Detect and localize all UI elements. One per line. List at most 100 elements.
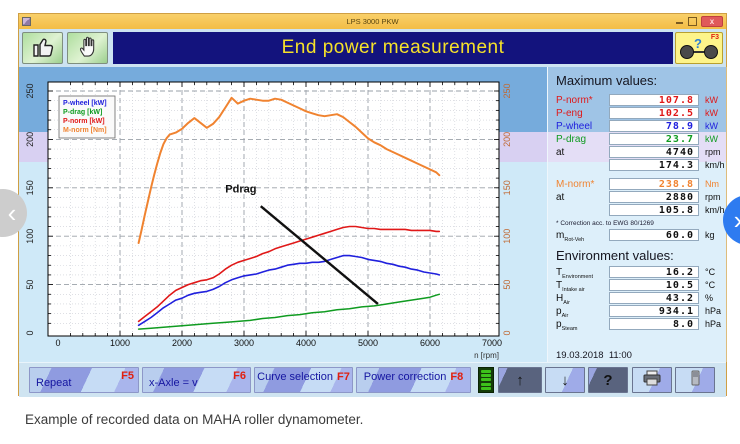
value-row: M-norm* 238.8 Nm: [548, 178, 728, 192]
printer-icon: [642, 370, 662, 391]
svg-text:100: 100: [25, 229, 35, 244]
repeat-button[interactable]: Repeat F5: [29, 367, 139, 393]
svg-text:P-norm [kW]: P-norm [kW]: [63, 118, 105, 125]
max-values-title: Maximum values:: [556, 73, 658, 88]
value-unit: kW: [705, 95, 718, 105]
maximize-button[interactable]: [688, 17, 697, 26]
value-unit: °C: [705, 267, 716, 277]
value-unit: Nm: [705, 179, 719, 189]
x-axle-button[interactable]: x-Axle = v F6: [142, 367, 251, 393]
value-display: 102.5: [609, 107, 699, 119]
arrow-up-icon: ↑: [516, 371, 524, 389]
value-unit: rpm: [705, 192, 721, 202]
button-label: x-Axle = v: [149, 377, 198, 389]
app-icon: [22, 17, 31, 26]
svg-text:P-wheel [kW]: P-wheel [kW]: [63, 100, 107, 107]
svg-text:M-norm [Nm]: M-norm [Nm]: [63, 127, 107, 134]
value-display: 174.3: [609, 159, 699, 171]
svg-text:150: 150: [502, 180, 512, 195]
svg-text:4000: 4000: [296, 338, 316, 348]
environment-values-title: Environment values:: [556, 248, 674, 263]
correction-note: * Correction acc. to EWG 80/1269: [556, 220, 654, 227]
print-button[interactable]: [632, 367, 672, 393]
svg-text:Pdrag: Pdrag: [225, 184, 256, 196]
value-display: 934.1: [609, 305, 699, 317]
approve-button[interactable]: [22, 32, 63, 64]
value-label-subscript: Air: [561, 313, 569, 319]
value-row: P-eng 102.5 kW: [548, 107, 728, 121]
svg-text:n [rpm]: n [rpm]: [474, 351, 499, 360]
value-label-subscript: Air: [563, 300, 570, 306]
scroll-up-button[interactable]: ↑: [498, 367, 542, 393]
value-unit: km/h: [705, 160, 725, 170]
carousel-next-button[interactable]: ›: [723, 195, 740, 245]
dyno-chart: 0 1000 2000 3000 4000 5000 6000 700005010015020…: [25, 81, 512, 360]
battery-segment: [481, 370, 491, 374]
value-label: P-drag: [556, 134, 587, 145]
curve-selection-button[interactable]: Curve selection F7: [254, 367, 353, 393]
value-label-subscript: Steam: [561, 326, 578, 332]
stop-button[interactable]: [67, 32, 108, 64]
value-label: HAir: [556, 293, 570, 306]
battery-segment: [481, 382, 491, 386]
value-unit: hPa: [705, 319, 722, 329]
svg-text:50: 50: [502, 280, 512, 290]
svg-text:150: 150: [25, 180, 35, 195]
value-row: P-wheel 78.9 kW: [548, 120, 728, 134]
value-label: at: [556, 192, 565, 203]
value-unit: kW: [705, 134, 718, 144]
button-label: Repeat: [36, 377, 72, 389]
button-label: Curve selection: [257, 371, 333, 383]
page-title-banner: End power measurement: [113, 32, 673, 64]
value-row: at 2880 rpm: [548, 191, 728, 205]
power-correction-button[interactable]: Power correction F8: [356, 367, 471, 393]
svg-text:100: 100: [502, 229, 512, 244]
save-button[interactable]: [675, 367, 715, 393]
arrow-down-icon: ↓: [561, 371, 569, 389]
value-unit: rpm: [705, 147, 721, 157]
value-label-subscript: Environment: [562, 274, 593, 280]
fkey-label: F8: [450, 371, 464, 383]
value-label: pAir: [556, 306, 569, 319]
value-display: 2880: [609, 191, 699, 203]
close-button[interactable]: x: [701, 16, 723, 27]
svg-text:?: ?: [694, 36, 702, 51]
function-key-toolbar: Repeat F5 x-Axle = v F6 Curve selection …: [19, 362, 726, 397]
dyno-help-f3-button[interactable]: F3 ?: [675, 32, 723, 64]
help-button[interactable]: ?: [588, 367, 628, 393]
value-label: P-wheel: [556, 121, 593, 132]
value-display: 10.5: [609, 279, 699, 291]
value-row: HAir 43.2%: [548, 292, 728, 306]
value-display: 43.2: [609, 292, 699, 304]
svg-text:6000: 6000: [420, 338, 440, 348]
value-display: 8.0: [609, 318, 699, 330]
svg-text:250: 250: [502, 83, 512, 98]
minimize-button[interactable]: [675, 17, 684, 26]
value-unit: hPa: [705, 306, 722, 316]
value-label: P-norm*: [556, 95, 593, 106]
scroll-down-button[interactable]: ↓: [545, 367, 585, 393]
question-mark-icon: ?: [603, 371, 613, 389]
value-label: TIntake air: [556, 280, 585, 293]
figure-caption: Example of recorded data on MAHA roller …: [25, 412, 364, 427]
titlebar[interactable]: LPS 3000 PKW x: [19, 14, 726, 29]
header-bar: End power measurement F3 ?: [19, 29, 726, 67]
value-unit: %: [705, 293, 714, 303]
svg-text:200: 200: [502, 132, 512, 147]
battery-segment: [481, 378, 491, 382]
value-label: mRot-Veh: [556, 230, 585, 243]
value-row: TIntake air 10.5 °C: [548, 279, 728, 293]
svg-text:1000: 1000: [110, 338, 130, 348]
value-label-subscript: Intake air: [562, 287, 585, 293]
value-unit: °C: [705, 280, 716, 290]
svg-text:P-drag [kW]: P-drag [kW]: [63, 109, 102, 116]
value-unit: kW: [705, 121, 718, 131]
value-display: 238.8: [609, 178, 699, 190]
value-row: at 4740 rpm: [548, 146, 728, 160]
f3-key-label: F3: [710, 34, 719, 41]
button-label: Power correction: [363, 371, 447, 383]
value-row: 105.8 km/h: [548, 204, 728, 218]
thumbs-up-icon: [31, 33, 55, 64]
hand-icon: [77, 33, 99, 64]
value-label-subscript: Rot-Veh: [564, 237, 585, 243]
